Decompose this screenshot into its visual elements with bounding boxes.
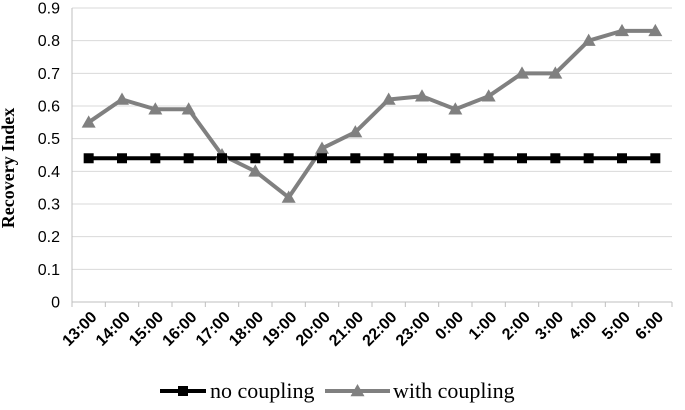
y-tick-label: 0.7 (38, 66, 60, 83)
series-markers (81, 23, 663, 203)
x-tick-label: 1:00 (466, 309, 501, 344)
y-tick-label: 0.8 (38, 33, 60, 50)
data-point-no-coupling (650, 153, 661, 164)
data-point-no-coupling (217, 153, 227, 164)
x-tick-label: 22:00 (360, 309, 401, 350)
x-tick-label: 6:00 (632, 309, 667, 344)
data-point-with-coupling (415, 89, 429, 102)
data-point-with-coupling (115, 92, 129, 105)
data-point-with-coupling (181, 102, 196, 115)
axes (71, 8, 673, 307)
data-point-no-coupling (283, 153, 294, 164)
legend-swatch-marker (178, 386, 188, 396)
x-tick-label: 13:00 (60, 309, 101, 350)
x-tick-label: 23:00 (393, 309, 434, 350)
data-point-no-coupling (317, 153, 327, 164)
data-point-with-coupling (281, 190, 296, 203)
data-point-no-coupling (150, 153, 161, 164)
series-line-with-coupling (87, 28, 656, 200)
data-point-with-coupling (248, 164, 263, 177)
data-point-with-coupling (315, 141, 329, 154)
data-point-no-coupling (417, 153, 427, 164)
y-axis-label: Recovery Index (0, 108, 18, 228)
x-tick-label: 21:00 (326, 309, 367, 350)
y-tick-label: 0.3 (38, 197, 60, 214)
data-point-no-coupling (350, 153, 361, 164)
x-tick-label: 5:00 (599, 309, 634, 344)
data-point-with-coupling (515, 66, 529, 79)
x-tick-label: 4:00 (566, 309, 601, 344)
x-tick-label: 2:00 (499, 309, 534, 344)
data-point-with-coupling (448, 102, 463, 115)
data-point-no-coupling (550, 153, 561, 164)
data-point-no-coupling (483, 153, 494, 164)
data-point-with-coupling (615, 23, 629, 37)
y-tick-label: 0 (51, 295, 60, 312)
x-tick-label: 16:00 (160, 309, 201, 350)
data-point-no-coupling (450, 153, 461, 164)
data-point-no-coupling (250, 153, 261, 164)
data-point-no-coupling (117, 153, 127, 164)
data-point-with-coupling (381, 92, 396, 105)
data-point-no-coupling (383, 153, 394, 164)
y-tick-label: 0.2 (38, 229, 60, 246)
legend-item-with-coupling: with coupling (325, 378, 515, 403)
data-point-with-coupling (648, 23, 663, 37)
data-point-no-coupling (517, 153, 527, 164)
x-tick-label: 3:00 (532, 309, 567, 344)
x-tick-label: 20:00 (293, 309, 334, 350)
y-tick-label: 0.4 (38, 164, 60, 181)
x-axis-ticks: 13:0014:0015:0016:0017:0018:0019:0020:00… (60, 309, 668, 350)
data-point-with-coupling (548, 66, 563, 79)
y-axis-ticks: 0 0.1 0.2 0.3 0.4 0.5 0.6 0.7 0.8 0.9 (38, 1, 60, 312)
legend-label: no coupling (210, 378, 315, 403)
grid-lines (72, 7, 672, 270)
y-tick-label: 0.5 (38, 131, 60, 148)
legend-swatch-marker (350, 384, 365, 397)
data-point-with-coupling (481, 89, 496, 102)
legend-item-no-coupling: no coupling (160, 378, 315, 403)
y-tick-label: 0.1 (38, 262, 60, 279)
x-tick-label: 14:00 (93, 309, 134, 350)
data-point-with-coupling (581, 33, 596, 46)
data-point-with-coupling (81, 115, 96, 128)
x-tick-label: 18:00 (226, 309, 267, 350)
series-lines (87, 28, 656, 200)
data-point-with-coupling (348, 125, 363, 138)
data-point-no-coupling (83, 153, 94, 164)
legend-label: with coupling (393, 378, 515, 403)
data-point-no-coupling (183, 153, 194, 164)
data-point-no-coupling (617, 153, 627, 164)
data-point-no-coupling (583, 153, 594, 164)
x-tick-label: 0:00 (432, 309, 467, 344)
x-tick-label: 19:00 (260, 309, 301, 350)
data-point-with-coupling (148, 102, 163, 115)
y-tick-label: 0.6 (38, 99, 60, 116)
legend: no coupling with coupling (160, 378, 515, 403)
x-tick-label: 17:00 (193, 309, 234, 350)
y-tick-label: 0.9 (38, 1, 60, 18)
x-tick-label: 15:00 (126, 309, 167, 350)
